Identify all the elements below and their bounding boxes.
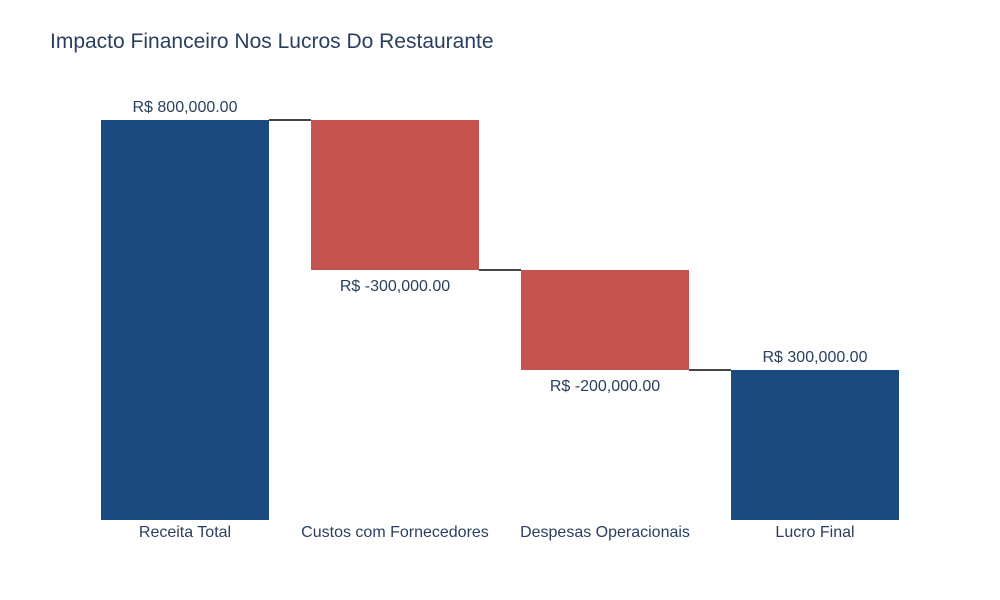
bar-2 bbox=[521, 270, 689, 370]
value-label-0: R$ 800,000.00 bbox=[133, 99, 238, 116]
bar-1 bbox=[311, 120, 479, 270]
x-tick-labels: Receita Total Custos com Fornecedores Desp… bbox=[139, 524, 855, 541]
bar-3 bbox=[731, 370, 899, 520]
value-labels: R$ 800,000.00 R$ -300,000.00 R$ -200,000.0… bbox=[133, 99, 868, 395]
connector-lines bbox=[269, 119, 731, 371]
value-label-1: R$ -300,000.00 bbox=[340, 278, 450, 295]
bars bbox=[101, 120, 899, 520]
chart-title: Impacto Financeiro Nos Lucros Do Restaur… bbox=[50, 30, 494, 53]
x-tick-label-0: Receita Total bbox=[139, 524, 231, 541]
bar-0 bbox=[101, 120, 269, 520]
x-tick-label-2: Despesas Operacionais bbox=[520, 524, 690, 541]
value-label-2: R$ -200,000.00 bbox=[550, 378, 660, 395]
x-tick-label-3: Lucro Final bbox=[775, 524, 854, 541]
value-label-3: R$ 300,000.00 bbox=[763, 349, 868, 366]
x-tick-label-1: Custos com Fornecedores bbox=[301, 524, 489, 541]
